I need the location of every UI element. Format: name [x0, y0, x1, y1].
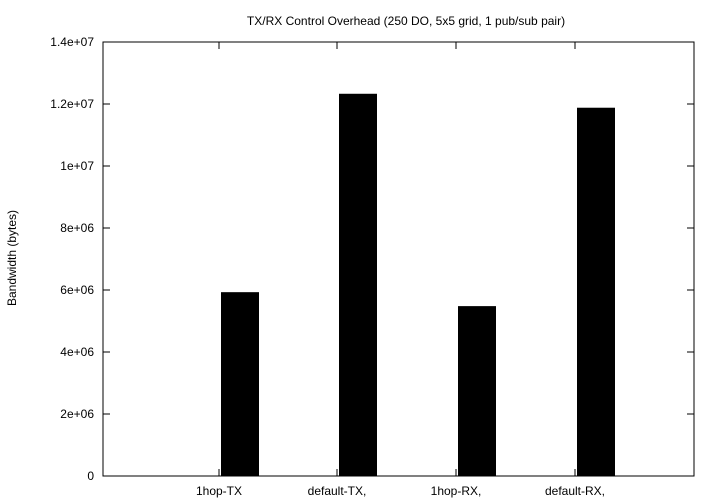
bar-1: [221, 292, 259, 476]
y-tick-label: 1.4e+07: [50, 35, 94, 49]
y-tick-label: 1e+07: [60, 159, 94, 173]
x-tick-label: default-RX,: [545, 484, 605, 498]
bars-group: [221, 93, 615, 477]
y-tick-label: 6e+06: [60, 283, 94, 297]
bar-4: [577, 107, 615, 476]
bar-3: [458, 306, 496, 476]
x-ticks-group: 1hop-TX default-TX, 1hop-RX, default-RX,: [196, 42, 605, 498]
x-tick-label: 1hop-RX,: [431, 484, 482, 498]
y-tick-label: 1.2e+07: [50, 97, 94, 111]
y-tick-label: 8e+06: [60, 221, 94, 235]
y-axis-label: Bandwidth (bytes): [5, 210, 19, 306]
x-tick-label: 1hop-TX: [196, 484, 242, 498]
plot-frame: [102, 41, 695, 477]
bar-2: [339, 93, 377, 477]
y-tick-label: 0: [87, 469, 94, 483]
y-tick-label: 2e+06: [60, 407, 94, 421]
y-tick-label: 4e+06: [60, 345, 94, 359]
x-tick-label: default-TX,: [308, 484, 367, 498]
y-ticks-group: 0 2e+06 4e+06 6e+06 8e+06 1e+07 1.2e+07 1.4e+07: [50, 35, 694, 483]
chart-title: TX/RX Control Overhead (250 DO, 5x5 grid…: [247, 14, 565, 28]
